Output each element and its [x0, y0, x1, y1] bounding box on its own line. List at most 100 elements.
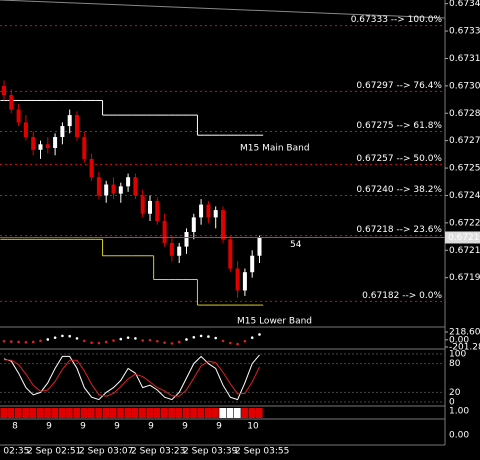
indicator-dot — [119, 337, 123, 341]
candle-body — [250, 255, 255, 273]
candle-body — [199, 204, 204, 218]
indicator-dot — [141, 339, 144, 342]
indicator-dot — [192, 336, 196, 339]
indicator-dot — [199, 334, 203, 338]
x-day-label: 9 — [182, 422, 188, 432]
trend-cell — [233, 408, 241, 418]
candle-body — [2, 85, 6, 95]
trend-cell — [95, 408, 102, 418]
candle-body — [53, 137, 58, 148]
candle-body — [104, 184, 109, 196]
candle-body — [111, 184, 116, 194]
candle-body — [60, 126, 65, 138]
counter-label: 54 — [290, 240, 302, 250]
trend-cell — [153, 408, 161, 418]
indicator-dot — [68, 334, 71, 338]
trend-cell — [80, 408, 88, 418]
band-label: M15 Lower Band — [237, 317, 312, 327]
x-time-label: 2 Sep 03:39 — [183, 447, 238, 457]
candle-body — [177, 246, 182, 256]
candle-body — [31, 137, 36, 150]
indicator-tick-label: 218.6033 — [449, 328, 480, 338]
indicator-dot — [148, 338, 152, 342]
fib-label: 0.67182 --> 0.0% — [362, 291, 442, 301]
trend-cell — [66, 408, 73, 418]
candle-body — [155, 200, 160, 222]
trend-cell — [204, 408, 212, 418]
candle-body — [67, 115, 72, 127]
candle-body — [96, 177, 101, 196]
indicator-dot — [177, 340, 181, 344]
stoch-line — [3, 354, 260, 401]
trend-cell — [124, 408, 132, 418]
trend-cell — [182, 408, 190, 418]
band-label: M15 Main Band — [240, 144, 310, 154]
trend-tick-label: 1.00 — [449, 407, 469, 417]
indicator-dot — [53, 336, 57, 339]
x-day-label: 9 — [148, 422, 154, 432]
indicator-dot — [250, 336, 254, 339]
trend-cell — [117, 408, 124, 418]
trend-cell — [248, 408, 256, 418]
indicator-dot — [24, 341, 28, 344]
indicator-dot — [31, 340, 35, 344]
candle-body — [213, 210, 218, 218]
y-tick-label: 0.67315 — [449, 54, 480, 64]
stoch-tick-label: 0 — [449, 398, 455, 408]
candle-body — [38, 144, 43, 150]
trend-cell — [131, 408, 139, 418]
candle-body — [82, 137, 87, 159]
indicator-tick-label: 0.00 — [449, 335, 469, 345]
indicator-dot — [221, 339, 225, 343]
candle-body — [133, 177, 138, 196]
y-tick-label: 0.67195 — [449, 273, 480, 283]
x-day-label: 9 — [46, 422, 52, 432]
trend-cell — [7, 408, 15, 418]
fib-label: 0.67275 --> 61.8% — [356, 121, 442, 131]
trend-cell — [226, 408, 234, 418]
indicator-dot — [97, 341, 101, 345]
indicator-dot — [229, 341, 232, 345]
x-day-label: 9 — [114, 422, 120, 432]
trend-cell — [44, 408, 51, 418]
indicator-dot — [2, 339, 6, 343]
indicator-dot — [170, 342, 174, 345]
trend-cell — [102, 408, 110, 418]
candle-body — [118, 186, 123, 194]
indicator-dot — [39, 339, 42, 343]
trend-tick-label: 0.00 — [449, 431, 469, 441]
indicator-dot — [46, 338, 50, 341]
candle-body — [228, 239, 233, 269]
trend-cell — [29, 408, 37, 418]
trend-cell — [109, 408, 117, 418]
trend-cell — [168, 408, 175, 418]
indicator-dot — [258, 333, 261, 336]
indicator-dot — [214, 336, 217, 340]
candle-body — [126, 177, 131, 187]
indicator-dot — [90, 341, 93, 344]
y-tick-label: 0.67255 — [449, 164, 480, 174]
fib-label: 0.67333 --> 100.0% — [351, 15, 443, 25]
indicator-dot — [156, 339, 159, 343]
trend-cell — [241, 408, 248, 418]
trend-cell — [197, 408, 205, 418]
x-day-label: 9 — [216, 422, 222, 432]
trend-cell — [212, 408, 219, 418]
candle-body — [162, 221, 167, 243]
candle-body — [140, 195, 145, 214]
indicator-dot — [207, 335, 210, 338]
fib-label: 0.67297 --> 76.4% — [356, 81, 442, 91]
indicator-dot — [163, 341, 166, 344]
trend-cell — [219, 408, 227, 418]
candle-body — [16, 109, 21, 123]
current-price-label: 0.67217 — [448, 233, 480, 243]
candle-body — [257, 237, 262, 256]
candle-body — [221, 210, 225, 240]
trend-cell — [87, 408, 95, 418]
candle-body — [169, 242, 174, 256]
x-day-label: 9 — [80, 422, 86, 432]
candle-body — [242, 272, 247, 291]
indicator-dot — [134, 337, 137, 340]
